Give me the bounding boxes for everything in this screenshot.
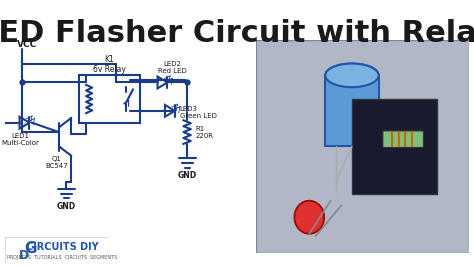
Text: G: G [25, 241, 37, 256]
Ellipse shape [325, 64, 379, 87]
Ellipse shape [325, 64, 379, 87]
FancyBboxPatch shape [256, 40, 469, 253]
Text: K1
6v Relay: K1 6v Relay [93, 55, 126, 74]
Ellipse shape [294, 201, 324, 234]
Text: VCC: VCC [17, 40, 37, 49]
Text: Q1
BC547: Q1 BC547 [45, 156, 68, 169]
FancyBboxPatch shape [4, 236, 110, 264]
Text: LED1
Multi-Color: LED1 Multi-Color [2, 133, 40, 146]
FancyBboxPatch shape [325, 75, 379, 146]
FancyBboxPatch shape [79, 75, 140, 123]
Text: R1
220R: R1 220R [196, 126, 214, 139]
FancyBboxPatch shape [352, 99, 437, 194]
Text: LED2
Red LED: LED2 Red LED [158, 61, 187, 74]
Text: LED Flasher Circuit with Relay: LED Flasher Circuit with Relay [0, 19, 474, 48]
Text: GND: GND [57, 202, 76, 211]
Text: CIRCUITS DIY: CIRCUITS DIY [26, 242, 99, 252]
Text: LED3
Green LED: LED3 Green LED [180, 106, 217, 119]
Text: PROJECTS  TUTORIALS  CIRCUITS  SEGMENTS: PROJECTS TUTORIALS CIRCUITS SEGMENTS [7, 255, 117, 260]
Text: D: D [18, 249, 28, 262]
Text: GND: GND [178, 171, 197, 180]
FancyBboxPatch shape [383, 131, 423, 147]
